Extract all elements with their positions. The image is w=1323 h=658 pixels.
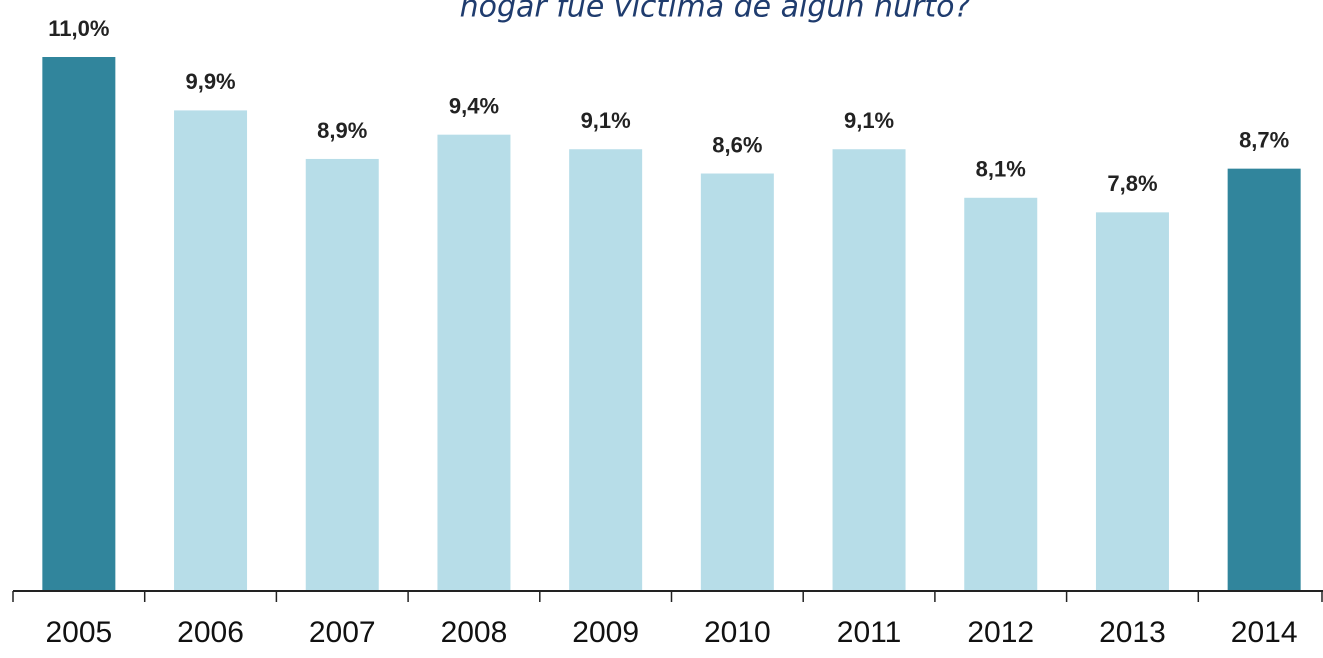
x-tick-label: 2009 — [572, 616, 639, 649]
value-label: 9,1% — [844, 108, 894, 133]
x-tick-label: 2005 — [45, 616, 112, 649]
bar — [42, 57, 116, 591]
bar — [437, 134, 511, 591]
bar — [1095, 212, 1169, 591]
value-label: 7,8% — [1107, 171, 1157, 196]
bar — [569, 149, 643, 591]
value-label: 8,6% — [712, 132, 762, 157]
value-label: 9,4% — [449, 93, 499, 118]
value-label: 8,9% — [317, 118, 367, 143]
x-tick-label: 2006 — [177, 616, 244, 649]
value-label: 9,9% — [185, 69, 235, 94]
bar — [700, 173, 774, 591]
bar — [1227, 168, 1301, 591]
x-tick-label: 2011 — [837, 616, 902, 649]
x-tick-label: 2012 — [967, 616, 1034, 649]
value-label: 8,7% — [1239, 127, 1289, 152]
value-label: 11,0% — [48, 16, 109, 41]
bar — [964, 197, 1038, 592]
x-tick-label: 2008 — [441, 616, 508, 649]
value-label: 9,1% — [581, 108, 631, 133]
x-tick-label: 2007 — [309, 616, 376, 649]
x-tick-label: 2013 — [1099, 616, 1166, 649]
bar — [832, 149, 906, 591]
x-tick-label: 2014 — [1231, 616, 1298, 649]
x-tick-label: 2010 — [704, 616, 771, 649]
bar — [305, 158, 379, 592]
value-label: 8,1% — [976, 157, 1026, 182]
chart-title: hogar fue víctima de algún hurto? — [460, 0, 971, 25]
bar — [174, 110, 248, 592]
